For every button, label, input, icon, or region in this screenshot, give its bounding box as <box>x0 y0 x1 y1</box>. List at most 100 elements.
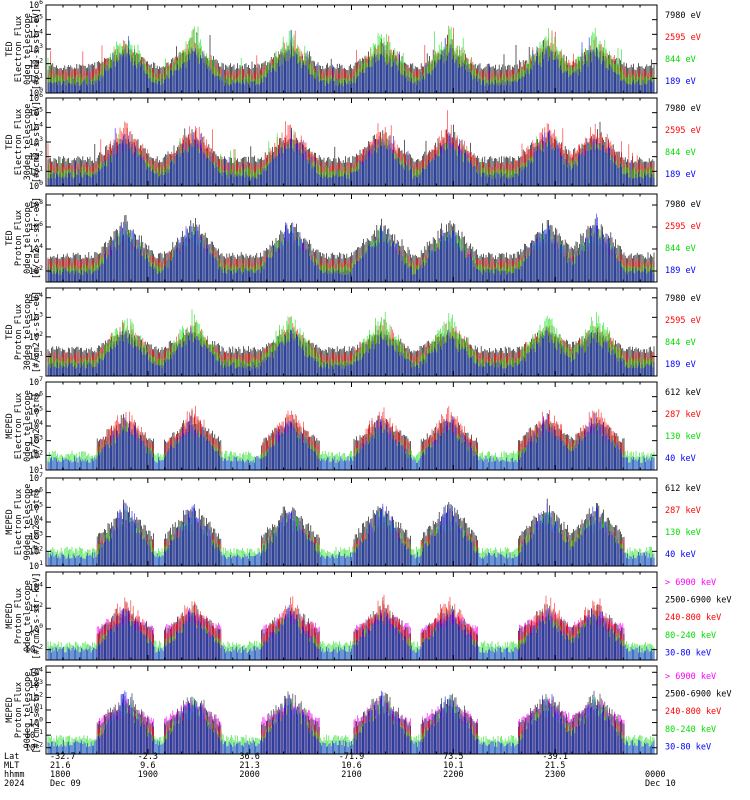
legend-entry: 30-80 keV <box>665 742 711 752</box>
x-tick-label: 21.5 <box>545 761 565 771</box>
y-tick-label: 102 <box>29 690 43 703</box>
x-row-label: Lat <box>4 752 19 762</box>
legend-entry: 844 eV <box>665 244 696 254</box>
y-tick-label: 101 <box>29 349 43 362</box>
y-axis-label: Electron Flux <box>14 489 24 556</box>
y-tick-label: 106 <box>29 0 43 11</box>
legend-entry: 2500-6900 keV <box>665 596 732 606</box>
x-tick-label: Dec 09 <box>50 779 81 789</box>
y-tick-label: 106 <box>29 486 43 499</box>
y-axis-label: TED <box>5 230 15 245</box>
series-trace <box>47 213 655 282</box>
y-axis-label: [#/cm2-s-str] <box>32 393 42 460</box>
y-tick-label: 102 <box>29 57 43 70</box>
y-axis-label: 0deg telescope <box>23 202 33 274</box>
legend-entry: 2500-6900 keV <box>665 690 732 700</box>
y-axis-label: TED <box>5 41 15 56</box>
y-tick-label: 106 <box>29 220 43 233</box>
legend-entry: 189 eV <box>665 266 696 276</box>
y-tick-label: 103 <box>29 678 43 691</box>
x-tick-label: 10.6 <box>341 761 361 771</box>
legend-entry: 7980 eV <box>665 200 701 210</box>
legend-entry: 2595 eV <box>665 126 701 136</box>
x-tick-label: 10.1 <box>443 761 463 771</box>
x-tick-label: 2200 <box>443 770 463 780</box>
y-axis-label: [#/cm2-s-str-eV] <box>32 101 42 183</box>
series-trace <box>47 327 655 376</box>
x-tick-label: 36.6 <box>239 752 259 762</box>
legend-entry: 7980 eV <box>665 104 701 114</box>
y-tick-label: 107 <box>29 375 43 388</box>
y-axis-label: MEPED <box>5 697 15 723</box>
x-tick-label: 0000 <box>645 770 665 780</box>
legend-entry: 612 keV <box>665 388 701 398</box>
panel-4: 101 102 103 104 TED Proton Flux 30deg telescop… <box>5 287 701 377</box>
panel-3: 102 104 106 108 TED Proton Flux 0deg telescope… <box>5 193 701 283</box>
y-axis-label: Electron Flux <box>14 393 24 460</box>
traces <box>47 498 655 566</box>
y-axis-label: [#/cm2-s-str-keV] <box>32 573 42 660</box>
y-axis-label: TED <box>5 134 15 149</box>
legend-entry: 130 keV <box>665 432 701 442</box>
y-tick-label: 100 <box>29 179 43 192</box>
traces <box>47 406 655 470</box>
legend-entry: 80-240 keV <box>665 631 716 641</box>
y-tick-label: 103 <box>29 135 43 148</box>
x-row-label: hhmm <box>4 770 24 780</box>
y-tick-label: 104 <box>29 27 43 40</box>
legend-entry: 287 keV <box>665 506 701 516</box>
y-tick-label: 103 <box>29 42 43 55</box>
y-tick-label: 100 <box>29 86 43 99</box>
y-tick-label: 102 <box>29 330 43 343</box>
y-axis-label: [#/cm2-s-str-keV] <box>32 667 42 754</box>
x-tick-label: 1800 <box>50 770 70 780</box>
x-tick-label: Dec 10 <box>645 779 676 789</box>
y-tick-label: 104 <box>29 291 43 304</box>
legend-entry: 189 eV <box>665 77 696 87</box>
y-axis-label: MEPED <box>5 509 15 535</box>
legend-entry: 287 keV <box>665 410 701 420</box>
y-tick-label: 101 <box>29 164 43 177</box>
x-row-label: MLT <box>4 761 19 771</box>
y-axis-label: [#/cm2-s-str-eV] <box>32 197 42 279</box>
x-tick-label: -39.1 <box>542 752 568 762</box>
series-trace <box>47 413 655 470</box>
x-tick-label: 1900 <box>138 770 158 780</box>
y-tick-label: 101 <box>29 463 43 476</box>
legend-entry: 2595 eV <box>665 316 701 326</box>
y-tick-label: 101 <box>29 71 43 84</box>
y-tick-label: 104 <box>29 242 43 255</box>
y-tick-label: 108 <box>29 198 43 211</box>
y-tick-label: 10-2 <box>25 741 43 754</box>
y-axis-label: 90deg telescope <box>23 484 33 561</box>
legend-entry: 130 keV <box>665 528 701 538</box>
legend-entry: 80-240 keV <box>665 725 716 735</box>
y-axis-label: [#/cm2-s-str-eV] <box>32 8 42 90</box>
y-tick-label: 10-1 <box>25 728 43 741</box>
legend-entry: 40 keV <box>665 454 696 464</box>
y-tick-label: 104 <box>29 419 43 432</box>
series-trace <box>47 502 655 566</box>
y-tick-label: 101 <box>29 559 43 572</box>
y-tick-label: 104 <box>29 665 43 678</box>
traces <box>47 594 655 660</box>
traces <box>47 25 655 93</box>
y-tick-label: 105 <box>29 404 43 417</box>
traces <box>47 309 655 376</box>
legend-entry: > 6900 keV <box>665 578 716 588</box>
y-axis-label: 0deg telescope <box>23 13 33 85</box>
y-axis-label: TED <box>5 324 15 339</box>
y-axis-label: 90deg telescope <box>23 672 33 749</box>
y-tick-label: 100 <box>29 716 43 729</box>
legend-entry: 612 keV <box>665 484 701 494</box>
y-tick-label: 10-2 <box>25 643 43 656</box>
legend-entry: 2595 eV <box>665 33 701 43</box>
y-tick-label: 106 <box>29 390 43 403</box>
legend-entry: 7980 eV <box>665 294 701 304</box>
y-tick-label: 100 <box>29 622 43 635</box>
